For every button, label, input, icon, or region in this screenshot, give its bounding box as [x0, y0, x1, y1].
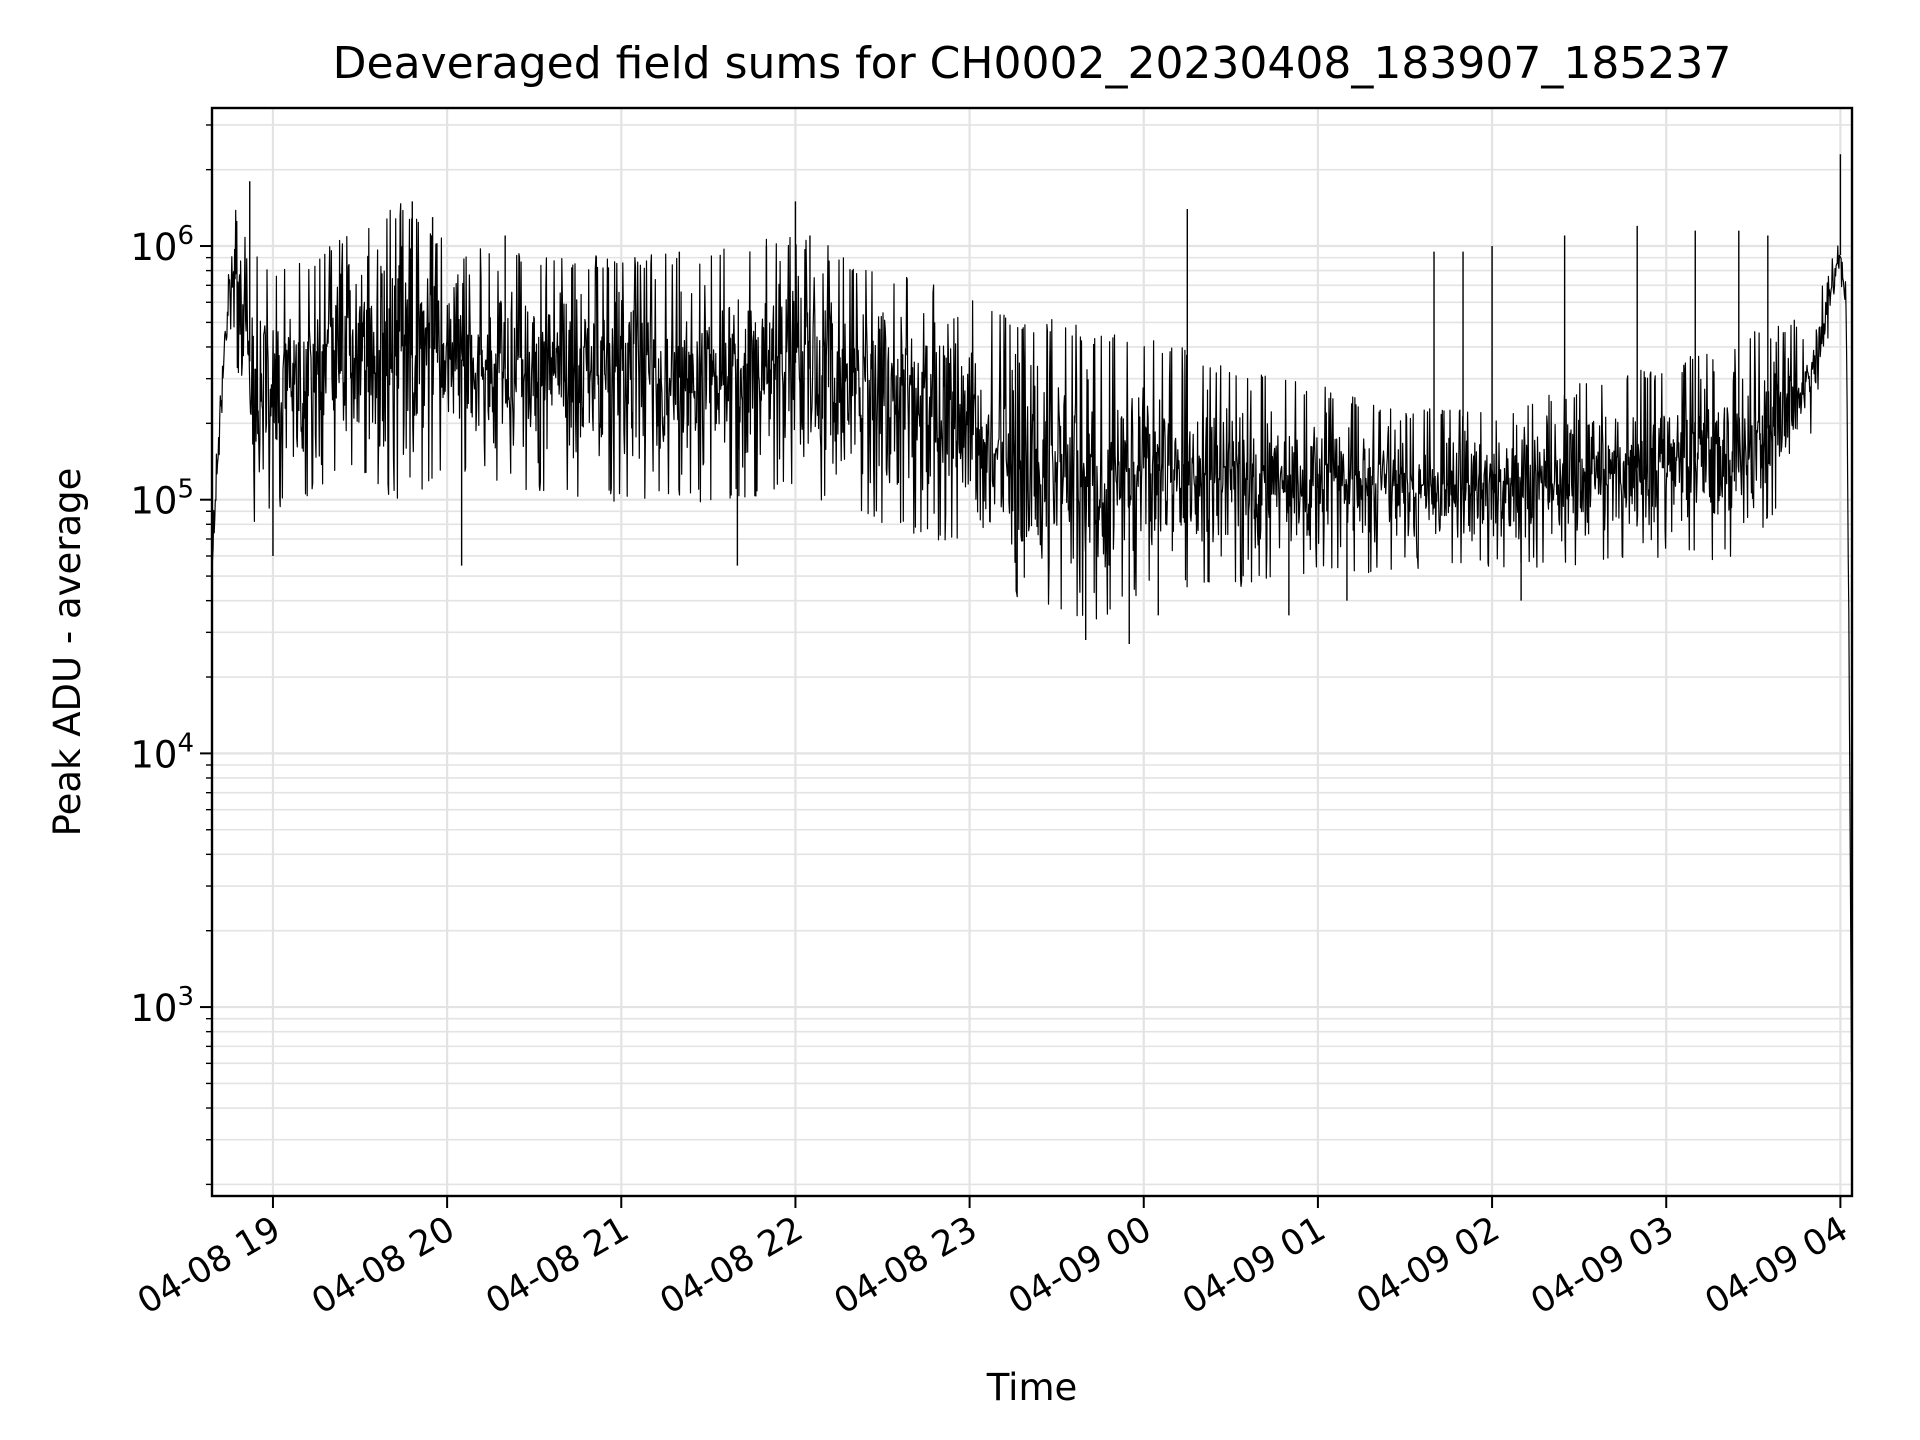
- grid: [212, 108, 1852, 1196]
- y-tick-label: 104: [130, 728, 194, 776]
- y-tick-label: 105: [130, 475, 194, 523]
- y-tick-label: 103: [130, 982, 194, 1030]
- plot-area: [211, 154, 1853, 1072]
- chart-title: Deaveraged field sums for CH0002_2023040…: [333, 38, 1732, 89]
- y-tick-label: 106: [130, 221, 194, 269]
- y-axis-label: Peak ADU - average: [46, 468, 89, 837]
- x-axis-label: Time: [986, 1366, 1078, 1409]
- axes-frame: [210, 106, 1854, 1198]
- y-axis: 103 104 105 106: [130, 124, 212, 1186]
- series-line: [211, 203, 1853, 1072]
